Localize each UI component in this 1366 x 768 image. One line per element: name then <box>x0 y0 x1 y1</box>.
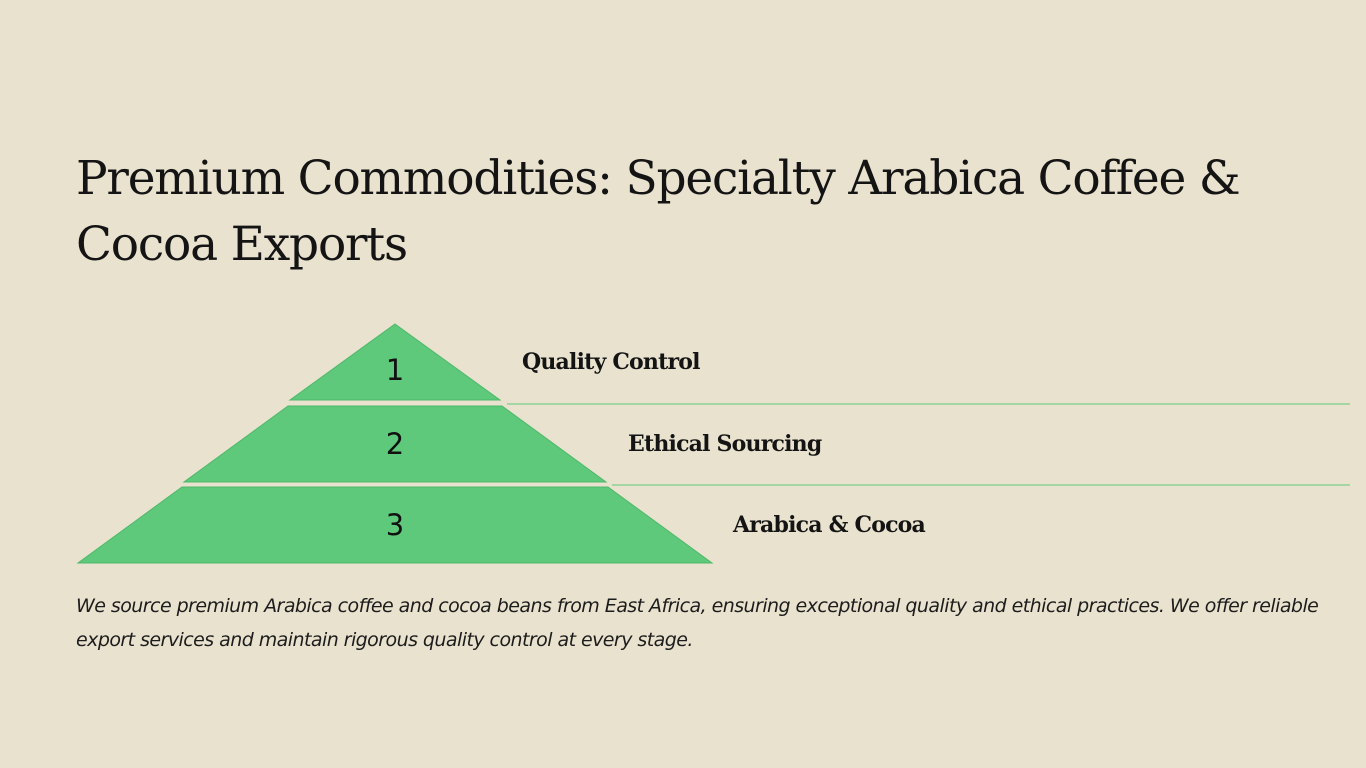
slide-description: We source premium Arabica coffee and coc… <box>76 595 1319 651</box>
tier-1-shape <box>288 323 502 401</box>
tier-3-label: Arabica & Cocoa <box>732 512 926 538</box>
tier-2-number: 2 <box>386 427 404 461</box>
tier-1-label: Quality Control <box>522 349 700 375</box>
tier-2-label: Ethical Sourcing <box>628 431 822 457</box>
tier-3-shape <box>76 486 714 564</box>
tier-3-number: 3 <box>386 508 404 542</box>
tier-2-shape <box>182 405 608 483</box>
pyramid-tier-3: 3 Arabica & Cocoa <box>76 486 926 564</box>
tier-1-number: 1 <box>386 353 404 387</box>
slide-title: Premium Commodities: Specialty Arabica C… <box>76 151 1241 272</box>
pyramid-tier-1: 1 Quality Control <box>288 323 701 401</box>
pyramid-tier-2: 2 Ethical Sourcing <box>182 405 823 483</box>
